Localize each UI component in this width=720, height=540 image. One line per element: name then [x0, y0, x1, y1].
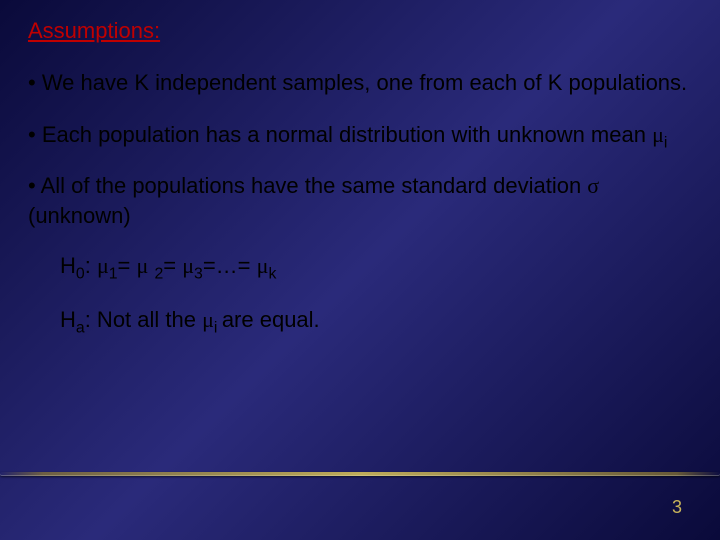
- slide-title: Assumptions:: [28, 18, 692, 44]
- bullet-3: • All of the populations have the same s…: [28, 171, 692, 230]
- hypotheses-block: H0: μ1= μ 2= μ3=…= μk Ha: Not all the μi…: [28, 253, 692, 333]
- slide: Assumptions: • We have K independent sam…: [0, 0, 720, 540]
- bullet-2: • Each population has a normal distribut…: [28, 120, 692, 150]
- page-number: 3: [672, 497, 682, 518]
- alt-hypothesis: Ha: Not all the μi are equal.: [60, 307, 692, 333]
- bullet-1: • We have K independent samples, one fro…: [28, 68, 692, 98]
- divider-line: [0, 472, 720, 476]
- null-hypothesis: H0: μ1= μ 2= μ3=…= μk: [60, 253, 692, 279]
